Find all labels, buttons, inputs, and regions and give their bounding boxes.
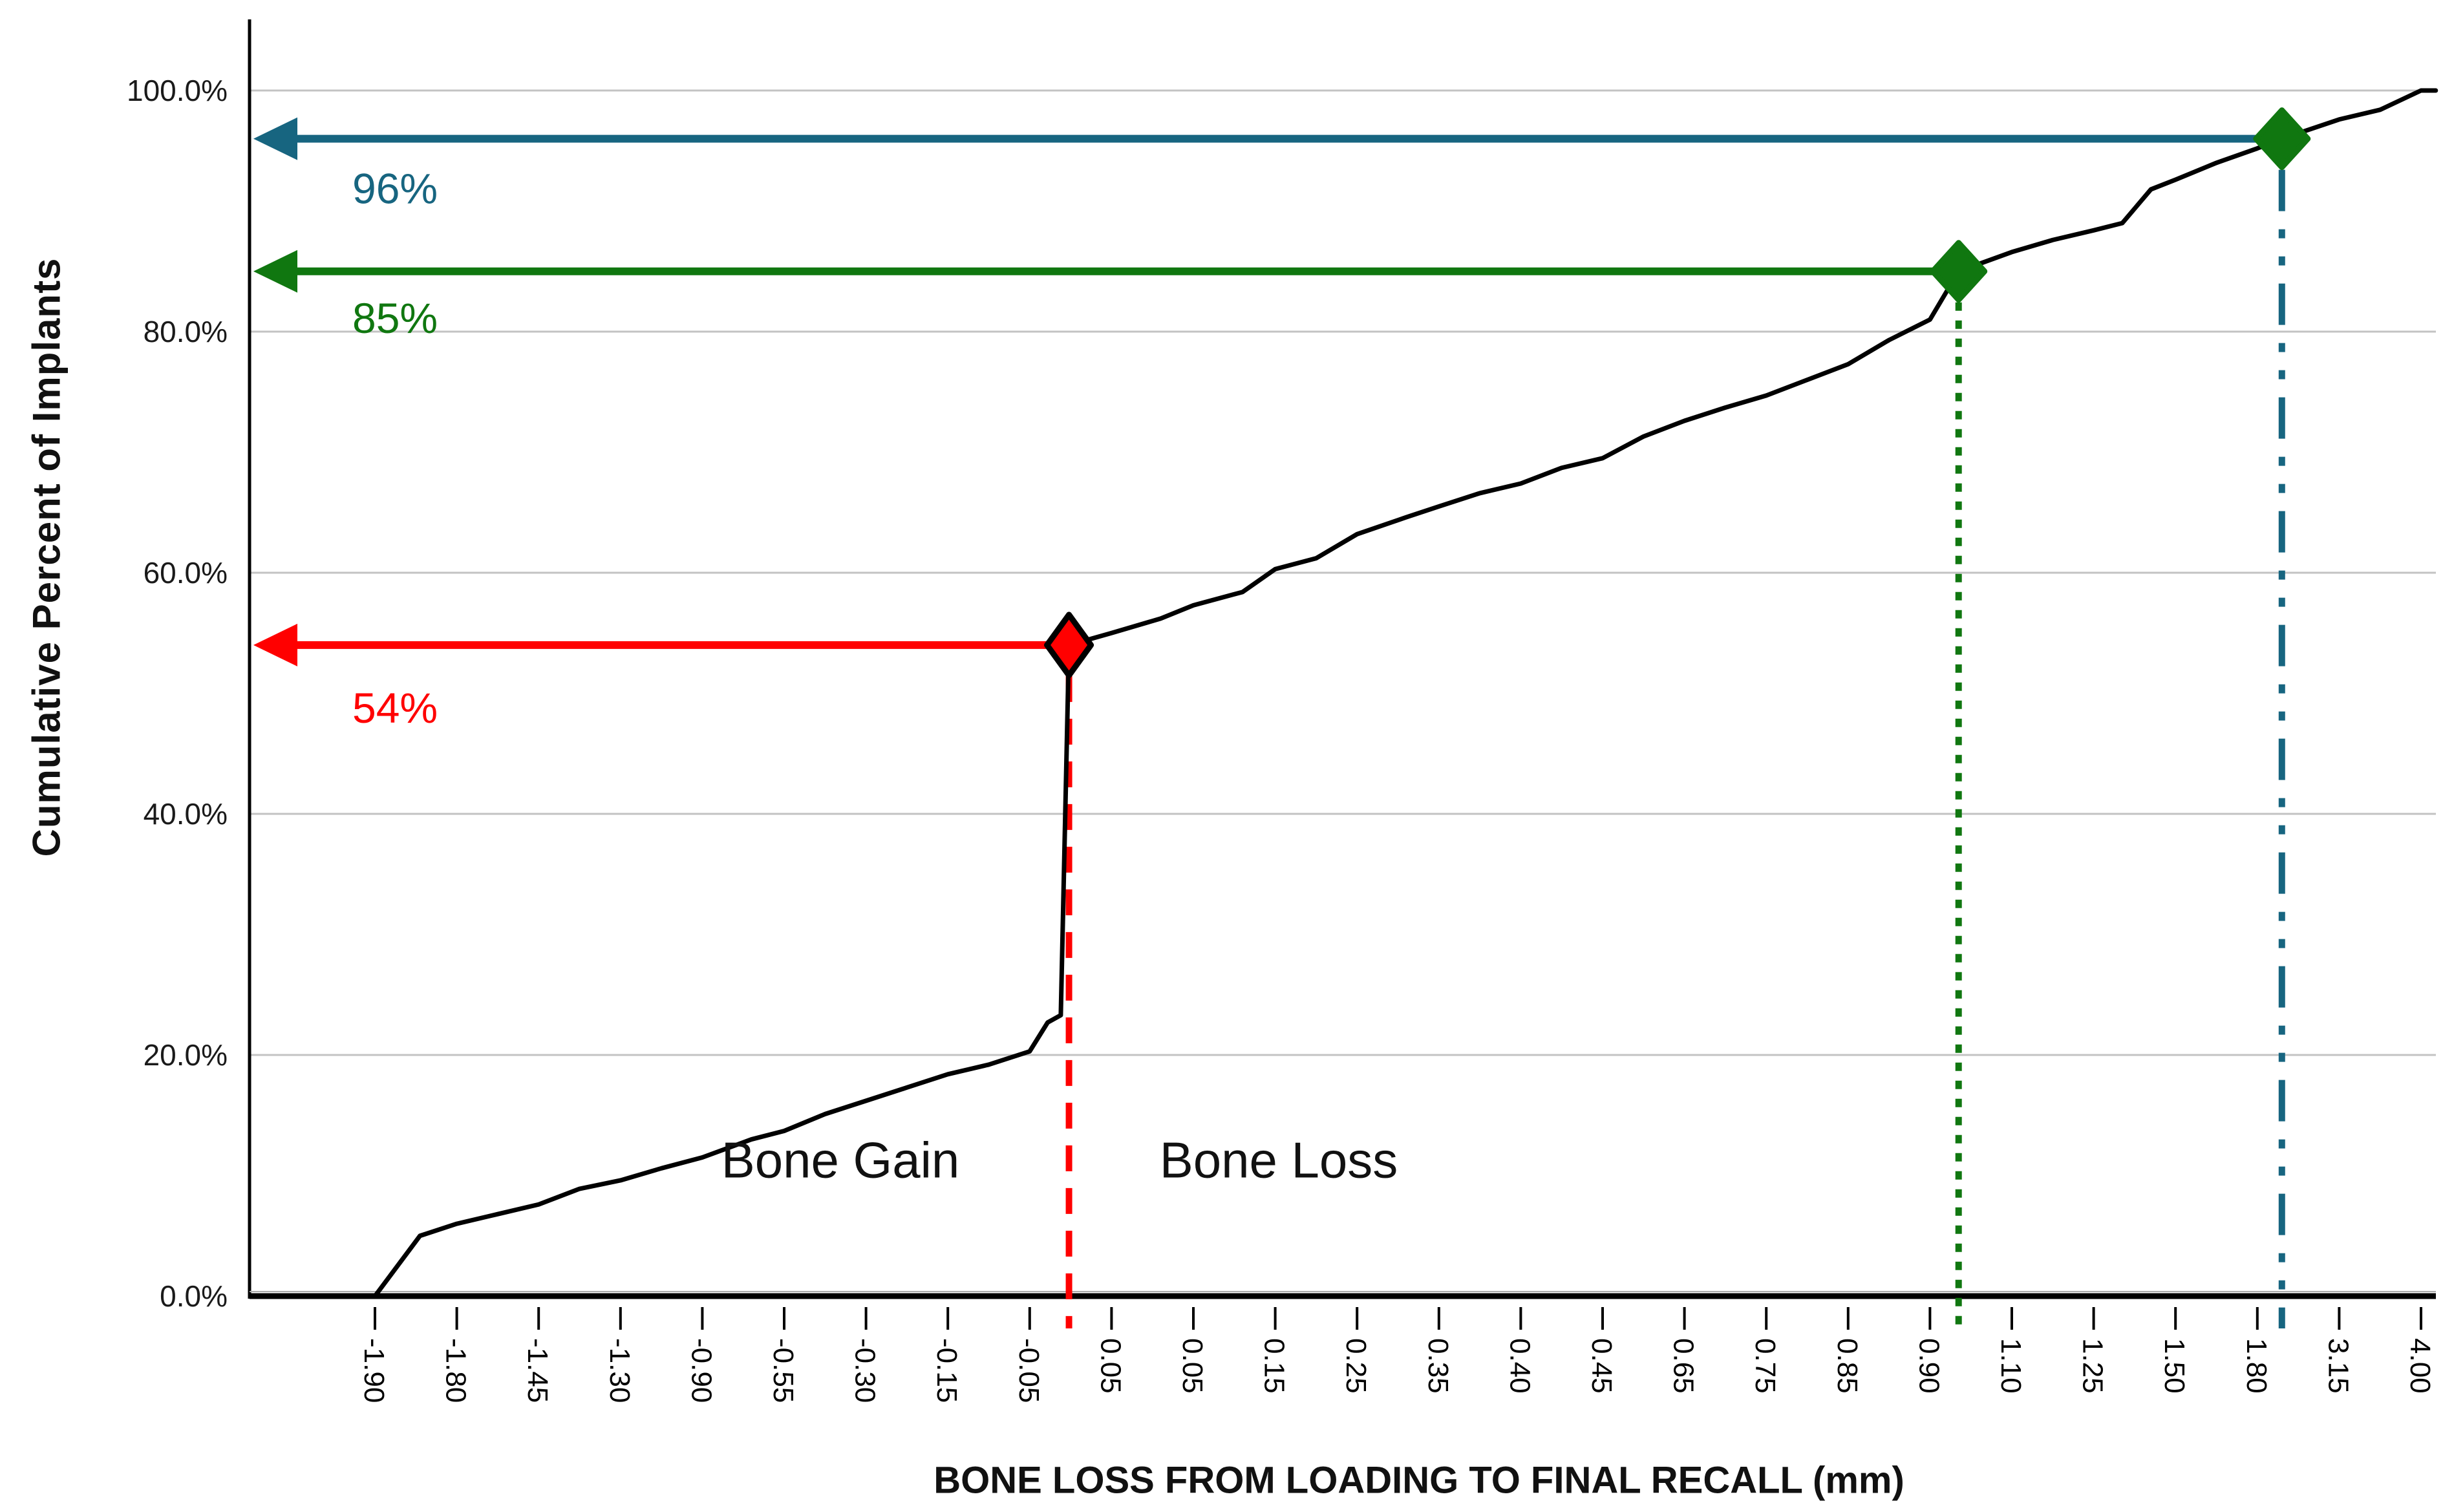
x-tick-label: 3.15 xyxy=(2322,1338,2354,1394)
x-tick-label: -0.30 xyxy=(849,1338,881,1403)
y-axis-title: Cumulative Percent of Implants xyxy=(25,257,69,857)
pct-label-bone-loss-2mm: 96% xyxy=(352,165,438,213)
x-tick-label: -0.55 xyxy=(767,1338,799,1403)
pct-label-median-0mm: 54% xyxy=(352,684,438,732)
arrow-head-bone-loss-2mm xyxy=(253,117,297,160)
x-tick-label: 1.25 xyxy=(2077,1338,2109,1394)
y-tick-label: 0.0% xyxy=(160,1279,228,1313)
x-tick-label: 0.25 xyxy=(1340,1338,1372,1394)
x-axis-title: BONE LOSS FROM LOADING TO FINAL RECALL (… xyxy=(933,1459,1904,1502)
x-tick-label: 0.45 xyxy=(1586,1338,1617,1394)
x-tick-label: 0.90 xyxy=(1913,1338,1945,1394)
x-tick-label: -1.45 xyxy=(522,1338,553,1403)
x-tick-label: 0.75 xyxy=(1749,1338,1781,1394)
x-tick-label: 4.00 xyxy=(2404,1338,2436,1394)
x-tick-label: 1.10 xyxy=(1995,1338,2027,1394)
x-tick-label: 0.05 xyxy=(1094,1338,1126,1394)
diamond-marker-bone-loss-1mm xyxy=(1930,240,1988,303)
x-tick-label: -0.15 xyxy=(931,1338,963,1403)
x-tick-label: 0.05 xyxy=(1177,1338,1208,1394)
x-tick-label: 0.15 xyxy=(1259,1338,1290,1394)
pct-label-bone-loss-1mm: 85% xyxy=(352,294,438,342)
x-tick-label: -1.80 xyxy=(440,1338,472,1403)
x-tick-label: -0.90 xyxy=(685,1338,717,1403)
x-tick-label: 0.85 xyxy=(1831,1338,1863,1394)
y-tick-label: 100.0% xyxy=(127,74,228,107)
y-tick-label: 60.0% xyxy=(144,556,228,590)
x-tick-label: 0.35 xyxy=(1422,1338,1454,1394)
x-tick-label: -0.05 xyxy=(1013,1338,1045,1403)
x-tick-label: 1.50 xyxy=(2159,1338,2190,1394)
x-tick-label: 1.80 xyxy=(2241,1338,2272,1394)
bone-gain-region-label: Bone Gain xyxy=(721,1131,960,1189)
y-tick-label: 80.0% xyxy=(144,315,228,348)
x-tick-label: 0.40 xyxy=(1504,1338,1535,1394)
y-tick-label: 40.0% xyxy=(144,797,228,831)
x-tick-label: -1.90 xyxy=(358,1338,390,1403)
x-tick-label: -1.30 xyxy=(604,1338,635,1403)
x-tick-label: 0.65 xyxy=(1668,1338,1700,1394)
bone-loss-region-label: Bone Loss xyxy=(1159,1131,1398,1189)
arrow-head-median-0mm xyxy=(253,623,297,666)
arrow-head-bone-loss-1mm xyxy=(253,250,297,293)
y-tick-label: 20.0% xyxy=(144,1038,228,1072)
diamond-marker-bone-loss-2mm xyxy=(2253,107,2311,171)
cumulative-curve xyxy=(372,88,2438,1299)
diamond-marker-median-0mm xyxy=(1044,612,1094,679)
